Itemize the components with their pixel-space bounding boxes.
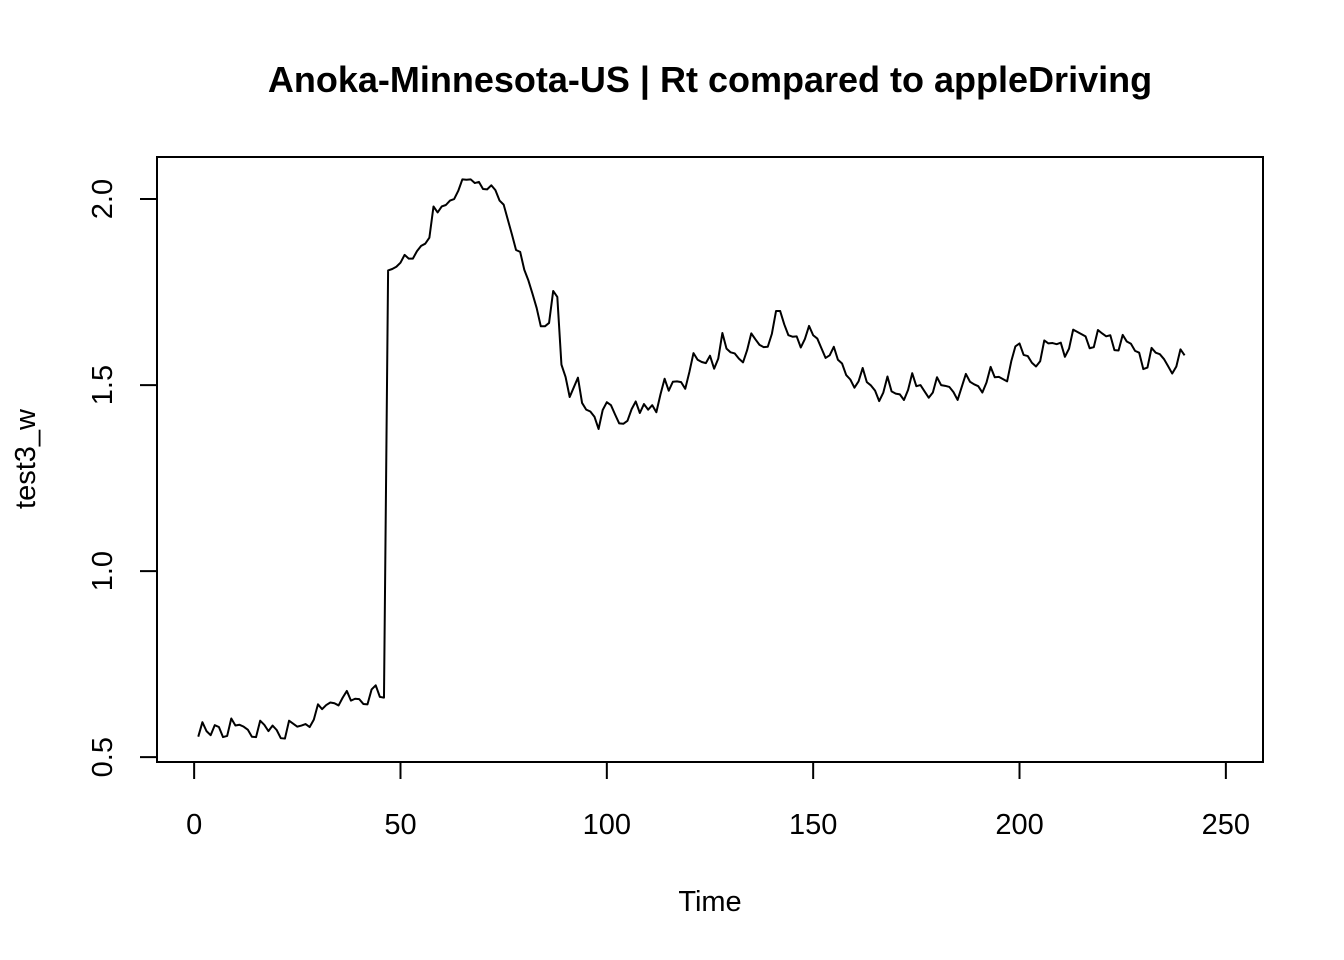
y-tick-label: 2.0 (87, 179, 119, 219)
x-axis: 0 50 100 150 200 250 (186, 761, 1250, 841)
series-layer (197, 178, 1186, 740)
x-tick-label: 100 (583, 809, 631, 841)
x-tick-label: 50 (384, 809, 416, 841)
x-tick-label: 0 (186, 809, 202, 841)
y-axis-label: test3_w (10, 408, 42, 509)
y-axis: 0.5 1.0 1.5 2.0 (87, 179, 158, 777)
x-tick-label: 200 (995, 809, 1043, 841)
y-tick-label: 1.5 (87, 365, 119, 405)
y-tick-label: 1.0 (87, 551, 119, 591)
series-line (197, 178, 1186, 740)
x-tick-label: 150 (789, 809, 837, 841)
y-tick-label: 0.5 (87, 737, 119, 777)
x-axis-label: Time (678, 886, 741, 918)
x-tick-label: 250 (1202, 809, 1250, 841)
chart-title: Anoka-Minnesota-US | Rt compared to appl… (268, 59, 1152, 101)
